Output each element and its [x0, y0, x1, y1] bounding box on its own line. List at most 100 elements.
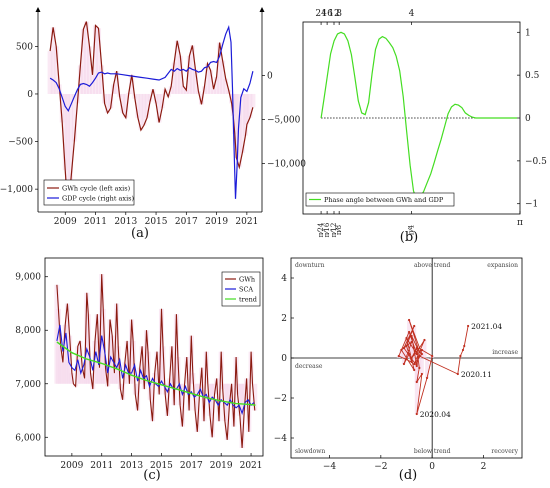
x-tick-label: 2017: [175, 217, 198, 227]
x-tick-label: 2019: [210, 461, 233, 471]
x-tick-label: 2021: [240, 461, 263, 471]
path-point: [405, 336, 408, 340]
x-tick-label: 2015: [145, 217, 168, 227]
x-tick-label: 2: [481, 462, 487, 472]
bottom-tick-label: π⁄4: [407, 224, 415, 235]
gwh-line: [56, 274, 256, 449]
path-point: [418, 350, 421, 354]
y-right-tick-label: −5,000: [267, 116, 301, 126]
legend-box: [43, 179, 135, 206]
panel-d-caption: (d): [399, 468, 417, 483]
path-point: [420, 348, 423, 352]
right-axis-arrow: [259, 7, 265, 12]
y-left-tick-label: −1,000: [0, 185, 33, 195]
path-point: [467, 324, 470, 328]
x-tick-label: −2: [374, 462, 387, 472]
path-point: [410, 356, 413, 360]
path-point: [415, 362, 418, 366]
gdp-cycle-line: [49, 25, 254, 199]
panel-a-caption: (a): [131, 226, 149, 241]
y-tick-label: 4: [281, 274, 287, 284]
y-tick-label: 1: [525, 28, 531, 38]
x-tick-label: 2021: [235, 217, 258, 227]
top-tick-label: 24: [315, 9, 327, 19]
x-tick-label: 2009: [54, 217, 77, 227]
quadrant-label: increase: [492, 349, 518, 356]
path-point: [456, 372, 459, 376]
y-left-tick-label: 0: [27, 90, 33, 100]
y-left-tick-label: −500: [8, 138, 33, 148]
path-point: [420, 372, 423, 376]
path-point: [415, 412, 418, 416]
top-tick-label: 4: [409, 9, 415, 19]
date-annotation: 2020.04: [420, 410, 451, 419]
y-tick-label: −1: [525, 200, 538, 210]
path-point: [413, 324, 416, 328]
x-tick-label: 2015: [150, 461, 173, 471]
quadrant-label: slowdown: [295, 448, 325, 455]
x-tick-label: 2009: [60, 461, 83, 471]
path-point: [431, 354, 434, 358]
path-point: [410, 360, 413, 364]
x-tick-label: 2017: [180, 461, 203, 471]
path-point: [400, 348, 403, 352]
path-point: [418, 354, 421, 358]
y-tick-label: 2: [281, 314, 287, 324]
x-tick-label: 2013: [114, 217, 137, 227]
path-point: [410, 340, 413, 344]
panel-c-chart: 2009 2011 2013 2015 2017 2019 2021 9,000 8,000 7,…: [15, 257, 264, 471]
date-annotation: 2020.11: [461, 370, 492, 379]
bottom-tick-label: π⁄12: [330, 223, 338, 238]
path-point: [415, 346, 418, 350]
legend-label: GWh cycle (left axis): [62, 184, 131, 192]
path-point: [415, 350, 418, 354]
path-point: [423, 338, 426, 342]
path-point: [461, 348, 465, 352]
legend-label: GDP cycle (right axis): [62, 194, 134, 202]
path-point: [402, 362, 406, 366]
path-point: [415, 352, 418, 356]
quadrant-label: below trend: [414, 448, 451, 455]
trend-line: [56, 341, 256, 406]
path-point: [425, 376, 429, 380]
x-tick-label: 2011: [90, 461, 113, 471]
x-tick-label: −4: [323, 462, 337, 472]
path-point: [405, 344, 408, 348]
bottom-tick-label: π⁄16: [323, 222, 331, 237]
path-point: [463, 344, 466, 348]
y-tick-label: 0: [525, 114, 531, 124]
quadrant-label: expansion: [487, 262, 518, 269]
path-point: [413, 368, 416, 372]
path-point: [410, 334, 413, 338]
path-point: [415, 380, 418, 384]
legend-label: SCA: [239, 285, 253, 293]
bottom-tick-label: π⁄24: [317, 222, 325, 237]
x-tick-label: 2013: [120, 461, 143, 471]
path-point: [402, 346, 406, 350]
path-point: [407, 318, 411, 322]
y-tick-label: −4: [274, 434, 288, 444]
plot-frame: [44, 257, 264, 457]
legend-label: GWh: [239, 275, 255, 283]
path-point: [415, 364, 418, 368]
x-tick-label: 0: [429, 462, 435, 472]
legend-label: trend: [239, 295, 257, 303]
top-tick-label: 8: [336, 9, 342, 19]
y-tick-label: 0: [281, 354, 287, 364]
path-point: [397, 354, 400, 358]
y-left-tick-label: 500: [16, 42, 33, 52]
bottom-tick-label: π⁄8: [335, 225, 343, 235]
phase-angle-line: [320, 31, 518, 203]
y-tick-label: 9,000: [15, 273, 41, 283]
top-tick-label: 16: [321, 9, 333, 19]
x-tick-label: 2019: [205, 217, 228, 227]
quadrant-label: recovery: [491, 448, 518, 455]
gwh-cycle-line: [49, 21, 254, 204]
quadrant-label: above trend: [414, 262, 451, 269]
path-point: [416, 356, 420, 360]
y-right-tick-label: 0: [267, 72, 273, 82]
y-tick-label: 0.5: [525, 71, 540, 81]
panel-a-chart: 2009 2011 2013 2015 2017 2019 2021 500 0 −500 −1,0…: [0, 7, 306, 227]
